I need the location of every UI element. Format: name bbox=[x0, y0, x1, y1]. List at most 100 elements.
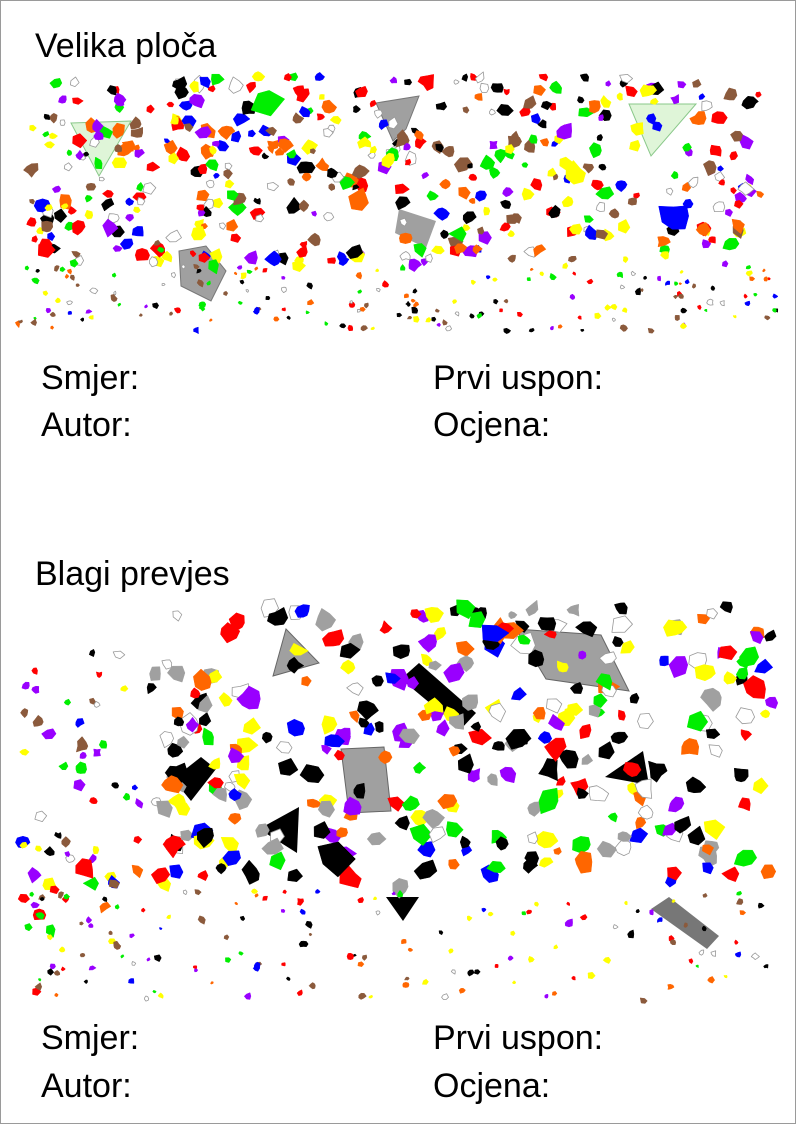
climbing-hold bbox=[262, 895, 268, 901]
climbing-hold bbox=[357, 289, 363, 294]
climbing-hold bbox=[144, 304, 148, 309]
climbing-hold bbox=[499, 222, 511, 232]
climbing-hold bbox=[262, 268, 268, 273]
climbing-hold bbox=[204, 159, 219, 172]
climbing-hold bbox=[401, 795, 420, 811]
climbing-hold bbox=[93, 748, 101, 757]
climbing-hold bbox=[213, 197, 224, 209]
climbing-hold bbox=[702, 844, 714, 856]
climbing-hold bbox=[131, 226, 144, 237]
climbing-hold bbox=[707, 976, 715, 984]
climbing-hold bbox=[198, 252, 211, 263]
climbing-hold bbox=[112, 122, 125, 139]
climbing-hold bbox=[79, 921, 84, 926]
climbing-hold bbox=[254, 893, 259, 898]
climbing-hold bbox=[107, 213, 120, 224]
climbing-hold bbox=[512, 980, 517, 985]
climbing-hold bbox=[468, 728, 492, 746]
climbing-hold bbox=[629, 827, 649, 844]
climbing-hold bbox=[88, 315, 94, 320]
climbing-hold bbox=[199, 76, 211, 89]
climbing-hold bbox=[633, 192, 640, 199]
climbing-hold bbox=[743, 675, 766, 699]
climbing-hold bbox=[49, 885, 60, 895]
climbing-hold bbox=[317, 800, 335, 818]
climbing-hold bbox=[92, 118, 104, 134]
climbing-hold bbox=[122, 792, 130, 801]
climbing-hold bbox=[670, 94, 679, 105]
climbing-hold bbox=[657, 275, 662, 282]
climbing-hold bbox=[745, 270, 753, 277]
climbing-hold bbox=[359, 306, 366, 312]
climbing-hold bbox=[517, 311, 523, 318]
climbing-hold bbox=[399, 232, 413, 244]
climbing-hold bbox=[157, 992, 164, 999]
climbing-hold bbox=[481, 907, 487, 913]
climbing-hold bbox=[566, 604, 580, 617]
climbing-hold bbox=[67, 268, 72, 275]
climbing-hold bbox=[395, 196, 411, 211]
climbing-hold bbox=[553, 847, 562, 855]
climbing-hold bbox=[75, 858, 94, 879]
climbing-hold bbox=[173, 716, 185, 727]
climbing-hold bbox=[722, 238, 740, 251]
climbing-hold bbox=[634, 778, 653, 799]
climbing-hold bbox=[85, 309, 93, 314]
climbing-hold bbox=[499, 308, 503, 313]
climbing-hold bbox=[163, 138, 171, 144]
climbing-hold bbox=[621, 307, 628, 313]
climbing-hold bbox=[202, 727, 214, 746]
climbing-hold bbox=[474, 93, 483, 101]
climbing-hold bbox=[243, 250, 258, 265]
climbing-hold bbox=[31, 235, 38, 243]
climbing-hold bbox=[503, 327, 512, 334]
climbing-hold bbox=[719, 300, 725, 307]
climbing-hold bbox=[723, 671, 738, 685]
climbing-hold bbox=[43, 846, 55, 857]
climbing-hold bbox=[489, 140, 498, 150]
climbing-hold bbox=[735, 667, 749, 680]
climbing-hold bbox=[310, 148, 316, 155]
climbing-hold bbox=[582, 163, 595, 174]
climbing-hold bbox=[684, 278, 690, 285]
climbing-hold bbox=[27, 867, 42, 884]
climbing-hold bbox=[208, 757, 221, 770]
climbing-hold bbox=[211, 73, 225, 86]
climbing-hold bbox=[604, 304, 612, 311]
climbing-hold bbox=[608, 208, 620, 219]
climbing-hold bbox=[583, 215, 594, 223]
climbing-hold bbox=[739, 646, 760, 667]
climbing-hold bbox=[586, 278, 594, 285]
climbing-hold bbox=[358, 992, 367, 1000]
climbing-hold bbox=[502, 187, 514, 198]
climbing-hold bbox=[425, 317, 432, 323]
climbing-hold bbox=[454, 243, 468, 255]
climbing-hold bbox=[539, 138, 550, 147]
climbing-hold bbox=[764, 315, 771, 321]
climbing-hold bbox=[612, 924, 619, 930]
climbing-hold bbox=[113, 290, 117, 296]
climbing-hold bbox=[223, 168, 233, 180]
climbing-hold bbox=[120, 954, 125, 959]
climbing-hold bbox=[682, 142, 692, 152]
climbing-hold bbox=[576, 787, 589, 799]
climbing-hold bbox=[281, 307, 286, 312]
climbing-hold bbox=[540, 100, 553, 111]
climbing-hold bbox=[598, 114, 604, 121]
climbing-hold bbox=[357, 700, 379, 721]
climbing-hold bbox=[261, 837, 284, 855]
climbing-hold bbox=[478, 231, 492, 245]
climbing-hold bbox=[611, 615, 633, 633]
climbing-hold bbox=[410, 810, 429, 827]
climbing-hold bbox=[215, 863, 227, 875]
climbing-hold bbox=[436, 719, 450, 737]
climbing-hold bbox=[313, 821, 331, 839]
climbing-hold bbox=[66, 300, 73, 306]
climbing-hold bbox=[694, 664, 716, 682]
climbing-hold bbox=[49, 132, 58, 140]
climbing-hold bbox=[93, 701, 101, 708]
climbing-hold bbox=[407, 315, 413, 320]
climbing-hold bbox=[369, 99, 377, 108]
climbing-hold bbox=[489, 167, 501, 179]
